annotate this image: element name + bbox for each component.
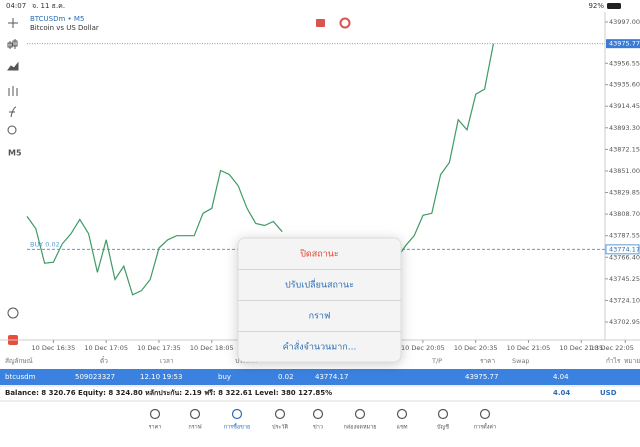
timeframe[interactable]: M5 (8, 149, 22, 158)
tab-icon[interactable] (312, 408, 324, 420)
y-tick-label: 43829.85 (609, 189, 640, 197)
tab-label[interactable]: การซื้อขาย (224, 423, 250, 431)
x-tick-label: 10 Dec 21:35 (559, 344, 603, 352)
menu-item[interactable]: คำสั่งจำนวนมาก... (283, 340, 357, 353)
column-header: กำไร (606, 357, 621, 365)
column-header: ราคา (480, 357, 495, 365)
tab-label[interactable]: บัญชี (437, 424, 449, 431)
tab-icon[interactable] (396, 408, 408, 420)
tab-label[interactable]: ข่าว (313, 425, 323, 431)
tab-label[interactable]: กราฟ (188, 424, 201, 431)
tab-label[interactable]: การตั้งค่า (474, 423, 496, 431)
settings-icon[interactable] (8, 86, 18, 96)
table-cell: btcusdm (5, 373, 36, 381)
y-tick-label: 43766.40 (609, 253, 640, 261)
table-cell: 4.04 (553, 373, 569, 381)
menu-item[interactable]: ปรับเปลี่ยนสถานะ (285, 278, 354, 291)
symbol: BTCUSDm • M5 (30, 15, 84, 23)
status-time: 04:07 (6, 2, 26, 10)
tab-icon[interactable] (274, 408, 286, 420)
status-date: จ. 11 ธ.ค. (32, 2, 65, 10)
chart-type-icon[interactable] (7, 39, 18, 49)
y-tick-label: 43702.95 (609, 318, 640, 326)
x-tick-label: 10 Dec 18:05 (190, 344, 234, 352)
column-header: T/P (431, 357, 442, 365)
tab-label[interactable]: แชท (397, 424, 408, 431)
column-header: สัญลักษณ์ (5, 357, 33, 365)
x-tick-label: 10 Dec 21:05 (507, 344, 551, 352)
y-tick-label: 43935.60 (609, 81, 640, 89)
tab-icon[interactable] (354, 408, 366, 420)
y-tick-label: 43997.00 (609, 18, 640, 26)
tab-label[interactable]: ราคา (149, 425, 162, 431)
position-label: BUY 0.02 (30, 240, 60, 248)
table-cell: 43774.17 (315, 373, 348, 381)
battery-icon (607, 3, 621, 9)
y-tick-label: 43893.30 (609, 124, 640, 132)
balance: Balance: 8 320.76 Equity: 8 324.80 หลักป… (5, 389, 332, 397)
x-tick-label: 10 Dec 20:05 (401, 344, 445, 352)
x-tick-label: 10 Dec 16:35 (32, 344, 76, 352)
bid-price: 43975.77 (609, 40, 640, 48)
function-icon[interactable] (9, 106, 17, 118)
objects-icon[interactable] (7, 125, 17, 135)
signal-icon[interactable] (339, 17, 351, 29)
x-tick-label: 10 Dec 17:05 (84, 344, 128, 352)
tab-label[interactable]: ประวัติ (272, 424, 288, 431)
y-tick-label: 43914.45 (609, 102, 640, 110)
chart-toolbar (7, 18, 19, 345)
table-cell: 43975.77 (465, 373, 498, 381)
bid-price-box (606, 39, 640, 49)
tab-icon[interactable] (479, 408, 491, 420)
y-tick-label: 43872.15 (609, 145, 640, 153)
y-tick-label: 43787.55 (609, 232, 640, 240)
one-click-icon[interactable] (316, 19, 325, 27)
selected-row[interactable] (0, 369, 640, 385)
x-tick-label: 10 Dec 17:35 (137, 344, 181, 352)
y-tick-label: 43851.00 (609, 167, 640, 175)
indicators-icon[interactable] (7, 61, 19, 71)
y-tick-label: 43956.55 (609, 59, 640, 67)
menu-item[interactable]: ปิดสถานะ (300, 249, 339, 260)
price-line (26, 43, 494, 296)
column-header: เวลา (160, 357, 174, 365)
x-tick-label: 10 Dec 20:35 (454, 344, 498, 352)
table-cell: buy (218, 373, 231, 381)
table-cell: 0.02 (278, 373, 294, 381)
status-battery: 92% (588, 2, 604, 10)
description: Bitcoin vs US Dollar (30, 24, 99, 32)
menu-item[interactable]: กราฟ (309, 312, 331, 322)
currency: USD (600, 389, 617, 397)
tab-label[interactable]: กล่องจดหมาย (343, 425, 376, 431)
x-tick-label: 10 Dec 22:05 (590, 344, 634, 352)
tab-icon[interactable] (189, 408, 201, 420)
position-price-box (605, 244, 640, 255)
column-header: หมายเหตุ (624, 357, 640, 365)
tab-icon[interactable] (437, 408, 449, 420)
total: 4.04 (553, 389, 570, 397)
tab-icon[interactable] (231, 408, 243, 420)
y-tick-label: 43724.10 (609, 296, 640, 304)
tab-icon[interactable] (149, 408, 161, 420)
search-icon[interactable] (7, 307, 19, 319)
crosshair-icon[interactable] (8, 18, 18, 28)
column-header: ตั๋ว (100, 356, 108, 365)
y-tick-label: 43808.70 (609, 210, 640, 218)
table-cell: 509023327 (75, 373, 115, 381)
column-header: Swap (512, 357, 530, 365)
position-price: 43774.17 (609, 245, 640, 253)
y-tick-label: 43745.25 (609, 275, 640, 283)
table-cell: 12.10 19:53 (140, 373, 182, 381)
